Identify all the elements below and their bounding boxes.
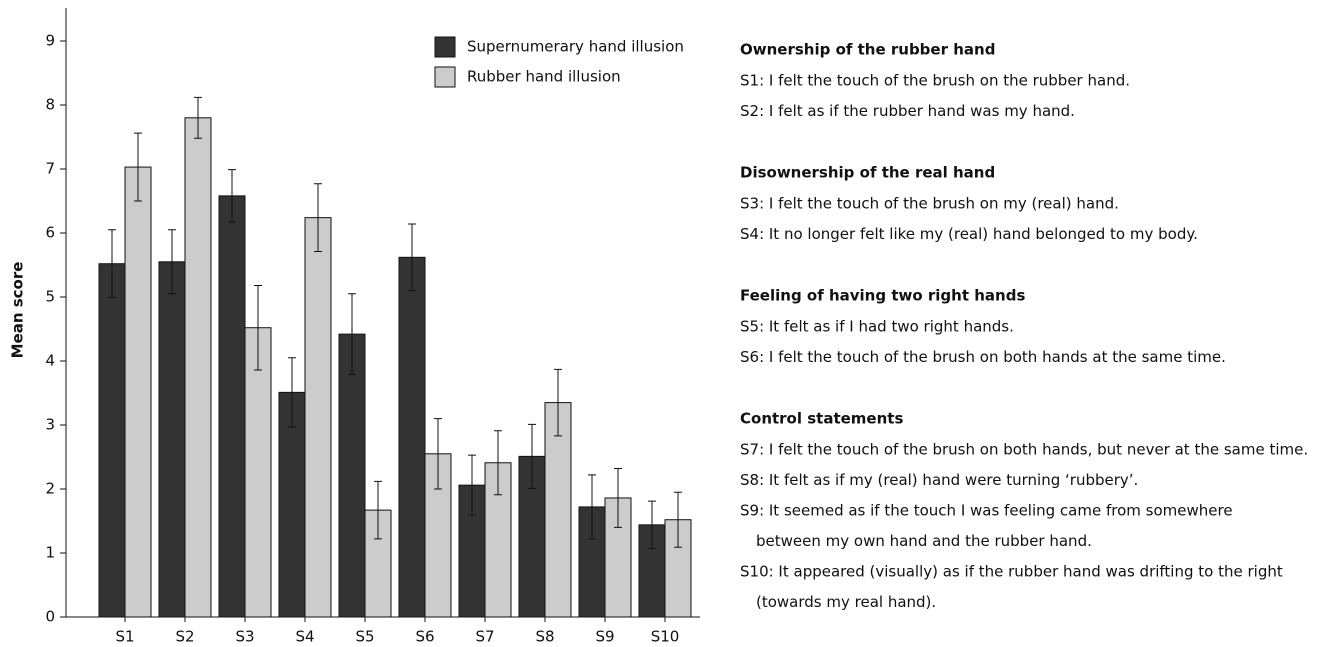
legend-swatch: [434, 36, 456, 58]
bar: [604, 497, 632, 618]
error-bar: [468, 454, 476, 516]
x-tick-label: S3: [235, 628, 254, 646]
error-bar: [588, 474, 596, 540]
bar: [304, 217, 332, 618]
bar: [184, 117, 212, 618]
x-tick-label: S1: [115, 628, 134, 646]
error-bar: [314, 183, 322, 253]
section-heading: Control statements: [740, 410, 903, 428]
error-bar: [228, 169, 236, 223]
bar: [244, 327, 272, 618]
statement: S9: It seemed as if the touch I was feel…: [740, 502, 1233, 520]
error-bar: [614, 468, 622, 528]
error-bar: [288, 357, 296, 428]
error-bar: [554, 368, 562, 437]
statement: S6: I felt the touch of the brush on bot…: [740, 348, 1226, 366]
statement: between my own hand and the rubber hand.: [756, 532, 1092, 550]
y-tick-label: 3: [45, 416, 55, 434]
statement: S3: I felt the touch of the brush on my …: [740, 195, 1119, 213]
x-tick-label: S7: [475, 628, 494, 646]
statement: S5: It felt as if I had two right hands.: [740, 318, 1014, 336]
y-tick-label: 1: [45, 544, 55, 562]
y-tick-label: 4: [45, 352, 55, 370]
y-tick-label: 7: [45, 160, 55, 178]
section-heading: Feeling of having two right hands: [740, 287, 1025, 305]
x-tick-label: S9: [595, 628, 614, 646]
statement: S1: I felt the touch of the brush on the…: [740, 72, 1130, 90]
y-tick-label: 5: [45, 288, 55, 306]
bar: [158, 261, 186, 618]
y-tick-label: 2: [45, 480, 55, 498]
legend-label: Supernumerary hand illusion: [467, 38, 684, 56]
y-tick-label: 9: [45, 32, 55, 50]
error-bar: [408, 223, 416, 292]
bar: [218, 195, 246, 618]
x-tick-label: S8: [535, 628, 554, 646]
legend-label: Rubber hand illusion: [467, 68, 621, 86]
legend-swatch: [434, 66, 456, 88]
section-heading: Disownership of the real hand: [740, 164, 995, 182]
statement: S7: I felt the touch of the brush on bot…: [740, 441, 1308, 459]
y-axis-label: Mean score: [9, 262, 27, 359]
x-tick-label: S5: [355, 628, 374, 646]
error-bar: [194, 96, 202, 139]
error-bar: [434, 418, 442, 490]
bar: [124, 166, 152, 618]
error-bar: [108, 229, 116, 299]
bar: [98, 263, 126, 618]
statement: (towards my real hand).: [756, 593, 936, 611]
x-tick-label: S4: [295, 628, 314, 646]
x-tick-label: S6: [415, 628, 434, 646]
statement: S2: I felt as if the rubber hand was my …: [740, 102, 1075, 120]
error-bar: [254, 284, 262, 371]
error-bar: [348, 293, 356, 375]
y-tick-label: 6: [45, 224, 55, 242]
error-bar: [648, 500, 656, 550]
error-bar: [134, 132, 142, 202]
error-bar: [674, 491, 682, 548]
statement: S10: It appeared (visually) as if the ru…: [740, 563, 1283, 581]
x-tick-label: S10: [651, 628, 680, 646]
statement: S8: It felt as if my (real) hand were tu…: [740, 471, 1138, 489]
bar: [338, 333, 366, 618]
y-tick-label: 0: [45, 608, 55, 626]
x-tick-label: S2: [175, 628, 194, 646]
y-tick-label: 8: [45, 96, 55, 114]
section-heading: Ownership of the rubber hand: [740, 41, 995, 59]
error-bar: [494, 430, 502, 496]
error-bar: [528, 423, 536, 489]
bar: [398, 256, 426, 618]
error-bar: [168, 229, 176, 295]
error-bar: [374, 480, 382, 540]
statement: S4: It no longer felt like my (real) han…: [740, 225, 1198, 243]
